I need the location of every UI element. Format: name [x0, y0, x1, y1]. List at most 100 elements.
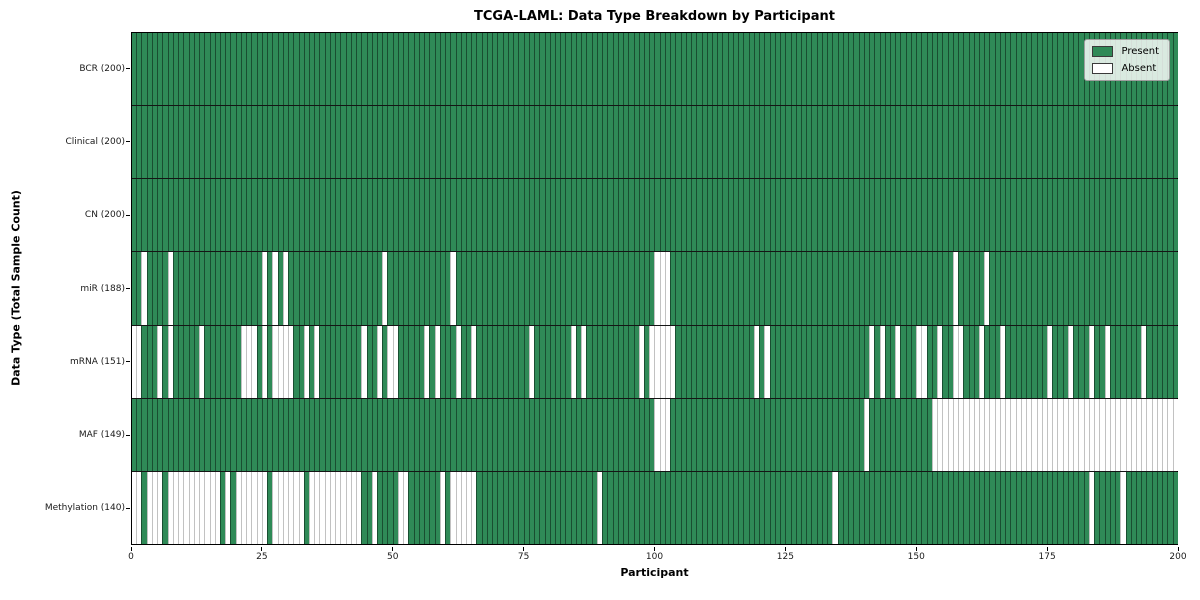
cell [1067, 471, 1074, 544]
cell [858, 106, 864, 179]
cell [617, 252, 624, 325]
cell [1041, 33, 1048, 106]
cell [1146, 325, 1152, 398]
cell [785, 252, 791, 325]
cell [1041, 252, 1048, 325]
cell [743, 398, 749, 471]
x-tick-mark [784, 546, 786, 551]
cell [534, 33, 540, 106]
cell [172, 106, 179, 179]
cell [329, 33, 336, 106]
cell [293, 398, 299, 471]
cell [1062, 179, 1068, 252]
cell [722, 325, 728, 398]
cell [418, 106, 425, 179]
cell [413, 471, 419, 544]
cell [984, 179, 990, 252]
cell [863, 471, 870, 544]
cell [931, 398, 938, 471]
cell [392, 398, 398, 471]
cell [476, 33, 482, 106]
cell [1109, 471, 1116, 544]
cell [1057, 252, 1063, 325]
legend-item-absent: Absent [1092, 63, 1159, 74]
cell [1083, 252, 1089, 325]
cell [801, 471, 807, 544]
cell [1010, 325, 1016, 398]
cell [303, 33, 309, 106]
cell [471, 252, 477, 325]
cell [685, 106, 692, 179]
cell [193, 106, 200, 179]
cell [790, 179, 796, 252]
cell [256, 179, 262, 252]
cell [172, 471, 179, 544]
cell [460, 252, 466, 325]
cell [1104, 252, 1110, 325]
cell [926, 398, 932, 471]
cell [722, 398, 728, 471]
cell [968, 179, 974, 252]
cell [199, 252, 205, 325]
cell [167, 106, 173, 179]
cell [460, 106, 466, 179]
cell [392, 106, 398, 179]
cell [842, 325, 849, 398]
cell [434, 252, 440, 325]
cell [1167, 398, 1173, 471]
cell [958, 325, 964, 398]
cell [570, 471, 576, 544]
cell [575, 252, 582, 325]
cell [701, 33, 707, 106]
cell [612, 33, 618, 106]
cell [413, 179, 419, 252]
cell [910, 106, 917, 179]
cell [146, 33, 152, 106]
cell [727, 179, 733, 252]
cell [999, 33, 1006, 106]
cell [863, 33, 870, 106]
cell [486, 471, 493, 544]
cell [821, 325, 828, 398]
cell [916, 325, 922, 398]
cell [853, 471, 859, 544]
cell [764, 471, 770, 544]
cell [617, 325, 624, 398]
cell [575, 398, 582, 471]
cell [450, 398, 456, 471]
cell [596, 325, 603, 398]
cell [633, 398, 639, 471]
cell [1052, 252, 1058, 325]
cell [952, 179, 959, 252]
cell [329, 325, 336, 398]
cell [361, 106, 367, 179]
cell [308, 33, 315, 106]
cell [889, 33, 896, 106]
cell [497, 106, 503, 179]
cell [183, 325, 189, 398]
cell [497, 325, 503, 398]
cell [643, 325, 650, 398]
cell [418, 325, 425, 398]
cell [560, 106, 566, 179]
cell [732, 106, 739, 179]
cell [340, 106, 346, 179]
cell [910, 33, 917, 106]
cell [319, 179, 325, 252]
cell [246, 325, 252, 398]
cell [973, 325, 979, 398]
cell [1109, 252, 1116, 325]
cell [931, 179, 938, 252]
cell [382, 252, 388, 325]
cell [392, 33, 398, 106]
cell [507, 398, 514, 471]
cell [157, 33, 163, 106]
cell [308, 106, 315, 179]
cell [293, 471, 299, 544]
cell [581, 179, 587, 252]
cell [643, 398, 650, 471]
cell [136, 398, 142, 471]
cell [973, 252, 979, 325]
cell [832, 398, 838, 471]
cell [628, 252, 634, 325]
